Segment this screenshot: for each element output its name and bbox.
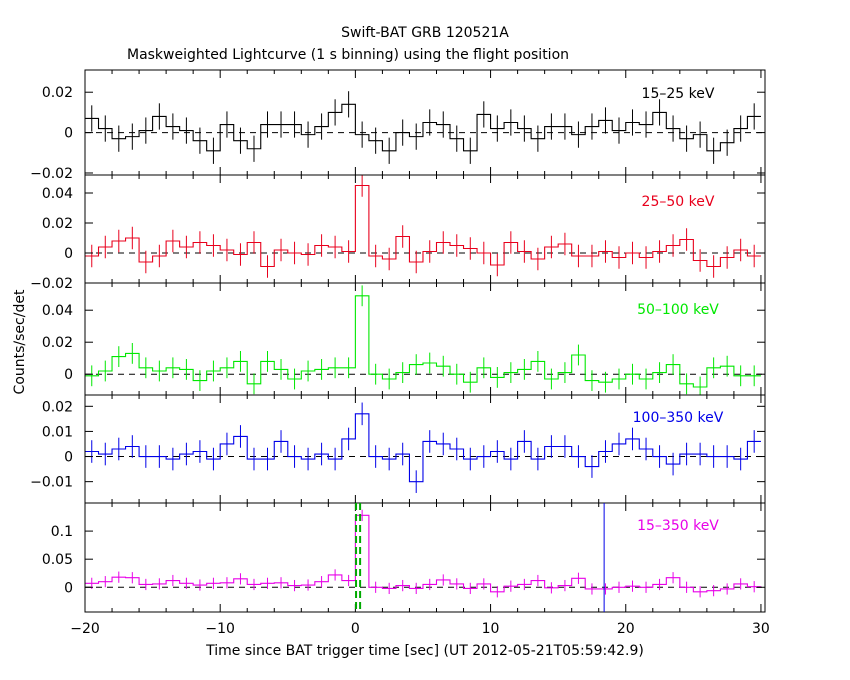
y-tick-label: 0.04 [42, 186, 73, 202]
y-tick-label: 0.05 [42, 552, 73, 568]
lightcurve-step-line [85, 103, 761, 152]
y-tick-label: 0.02 [42, 85, 73, 101]
panel-1: −0.02 0 0.02 15–25 keV [30, 69, 766, 182]
panel-5: 0 0.05 0.1 15–350 keV [42, 502, 766, 613]
x-tick-label: 10 [482, 621, 500, 637]
panel-frame [84, 502, 766, 613]
y-tick-label: 0 [64, 126, 73, 142]
x-tick-label: −20 [70, 621, 100, 637]
panel-4: −0.01 0 0.01 0.02 100–350 keV [30, 394, 766, 504]
x-axis-label: Time since BAT trigger time [sec] (UT 20… [205, 643, 644, 659]
panel-stack: −0.02 0 0.02 15–25 keV −0.02 0 0.02 0.04 25–50 k… [30, 69, 766, 613]
energy-band-label: 25–50 keV [642, 194, 715, 210]
y-tick-label: −0.02 [30, 276, 73, 292]
y-tick-label: 0.02 [42, 335, 73, 351]
y-tick-label: −0.01 [30, 475, 73, 491]
y-tick-label: 0.01 [42, 424, 73, 440]
energy-band-label: 15–25 keV [642, 86, 715, 102]
x-tick-label: 0 [351, 621, 360, 637]
x-tick-label: 20 [617, 621, 635, 637]
y-tick-label: 0 [64, 580, 73, 596]
y-tick-label: 0 [64, 246, 73, 262]
y-tick-label: 0.1 [51, 524, 73, 540]
lightcurve-step-line [85, 295, 761, 388]
y-tick-label: 0 [64, 450, 73, 466]
energy-band-label: 50–100 keV [637, 302, 719, 318]
lightcurve-step-line [85, 514, 761, 593]
panel-3: 0 0.02 0.04 50–100 keV [42, 282, 766, 396]
y-tick-label: 0.02 [42, 399, 73, 415]
energy-band-label: 100–350 keV [633, 410, 724, 426]
chart-title: Swift-BAT GRB 120521A [341, 25, 509, 41]
y-tick-label: 0.04 [42, 303, 73, 319]
panel-frame [84, 174, 766, 284]
lightcurve-step-line [85, 413, 761, 483]
y-tick-label: −0.02 [30, 166, 73, 182]
y-tick-label: 0.02 [42, 216, 73, 232]
x-tick-label: −10 [205, 621, 235, 637]
y-axis-label: Counts/sec/det [12, 289, 28, 394]
y-tick-label: 0 [64, 367, 73, 383]
panel-2: −0.02 0 0.02 0.04 25–50 keV [30, 174, 766, 292]
x-tick-label: 30 [752, 621, 770, 637]
energy-band-label: 15–350 keV [637, 518, 719, 534]
lightcurve-step-line [85, 184, 761, 268]
panel-frame [84, 282, 766, 396]
chart-subtitle: Maskweighted Lightcurve (1 s binning) us… [127, 47, 569, 63]
